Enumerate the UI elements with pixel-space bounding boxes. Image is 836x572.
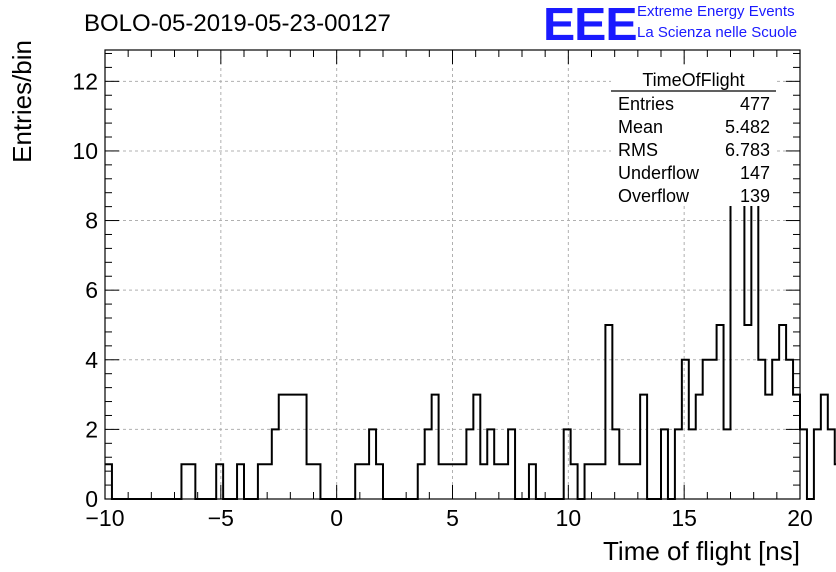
y-tick-label: 8	[85, 208, 98, 234]
x-tick-label: 20	[787, 505, 813, 531]
run-title: BOLO-05-2019-05-23-00127	[84, 10, 391, 37]
stats-value: 139	[740, 186, 770, 206]
y-tick-label: 10	[72, 138, 98, 164]
stats-value: 5.482	[725, 117, 770, 137]
y-tick-label: 2	[85, 416, 98, 442]
stats-box-background	[611, 66, 776, 206]
stats-box-title: TimeOfFlight	[642, 70, 744, 90]
histogram-step-line	[105, 80, 836, 500]
y-tick-label: 12	[72, 68, 98, 94]
x-tick-label: 0	[330, 505, 343, 531]
stats-value: 477	[740, 94, 770, 114]
stats-label: Mean	[618, 117, 663, 137]
logo-line-1: Extreme Energy Events	[637, 3, 795, 20]
axes	[104, 49, 801, 500]
x-tick-label: −5	[208, 505, 234, 531]
x-tick-label: 5	[446, 505, 459, 531]
stats-label: Entries	[618, 94, 674, 114]
stats-label: RMS	[618, 140, 658, 160]
axis-labels: −10 −5 0 5 10 15 20 0 2 4 6 8 10 12 Time of flight [ns…	[7, 40, 813, 566]
stats-box: TimeOfFlight Entries 477 Mean 5.482 RMS 6.783 U…	[611, 66, 776, 206]
x-tick-label: 15	[671, 505, 697, 531]
eee-logo: EEE	[543, 0, 638, 50]
x-tick-label: 10	[556, 505, 582, 531]
histogram-series	[105, 80, 836, 500]
y-tick-label: 4	[85, 347, 98, 373]
x-tick-label: −10	[85, 505, 124, 531]
stats-label: Overflow	[618, 186, 690, 206]
y-tick-label: 6	[85, 277, 98, 303]
logo-line-2: La Scienza nelle Scuole	[637, 24, 798, 41]
stats-label: Underflow	[618, 163, 700, 183]
stats-value: 147	[740, 163, 770, 183]
y-axis-title: Entries/bin	[7, 40, 37, 163]
x-axis-title: Time of flight [ns]	[603, 536, 800, 566]
y-tick-label: 0	[85, 486, 98, 512]
stats-value: 6.783	[725, 140, 770, 160]
